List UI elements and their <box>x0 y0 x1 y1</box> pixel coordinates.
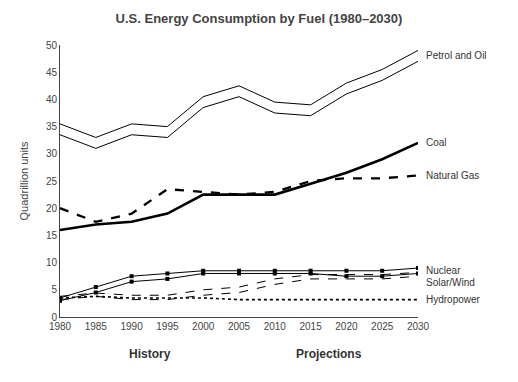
svg-text:Quadrillion units: Quadrillion units <box>18 141 30 220</box>
svg-text:10: 10 <box>46 257 58 268</box>
svg-text:Coal: Coal <box>426 137 447 148</box>
svg-text:2005: 2005 <box>228 321 251 332</box>
svg-text:2000: 2000 <box>192 321 215 332</box>
svg-text:45: 45 <box>46 67 58 78</box>
svg-text:2010: 2010 <box>264 321 287 332</box>
svg-text:2020: 2020 <box>335 321 358 332</box>
svg-text:2030: 2030 <box>407 321 430 332</box>
svg-text:40: 40 <box>46 94 58 105</box>
svg-text:35: 35 <box>46 121 58 132</box>
svg-text:1985: 1985 <box>85 321 108 332</box>
svg-text:50: 50 <box>46 40 58 51</box>
svg-text:2025: 2025 <box>371 321 394 332</box>
svg-text:Natural Gas: Natural Gas <box>426 170 479 181</box>
svg-text:Solar/Wind: Solar/Wind <box>426 277 475 288</box>
svg-text:30: 30 <box>46 148 58 159</box>
svg-text:25: 25 <box>46 176 58 187</box>
svg-text:2015: 2015 <box>299 321 322 332</box>
svg-text:1990: 1990 <box>120 321 143 332</box>
svg-text:20: 20 <box>46 203 58 214</box>
svg-text:Nuclear: Nuclear <box>426 265 461 276</box>
svg-text:15: 15 <box>46 230 58 241</box>
svg-text:History: History <box>129 347 171 361</box>
svg-text:0: 0 <box>51 312 57 323</box>
svg-text:1995: 1995 <box>156 321 179 332</box>
svg-text:U.S. Energy Consumption by Fue: U.S. Energy Consumption by Fuel (1980–20… <box>116 11 403 26</box>
svg-text:Petrol and Oil: Petrol and Oil <box>426 50 487 61</box>
svg-text:5: 5 <box>51 284 57 295</box>
svg-text:Hydropower: Hydropower <box>426 294 481 305</box>
svg-text:1980: 1980 <box>49 321 72 332</box>
svg-text:Projections: Projections <box>296 347 362 361</box>
